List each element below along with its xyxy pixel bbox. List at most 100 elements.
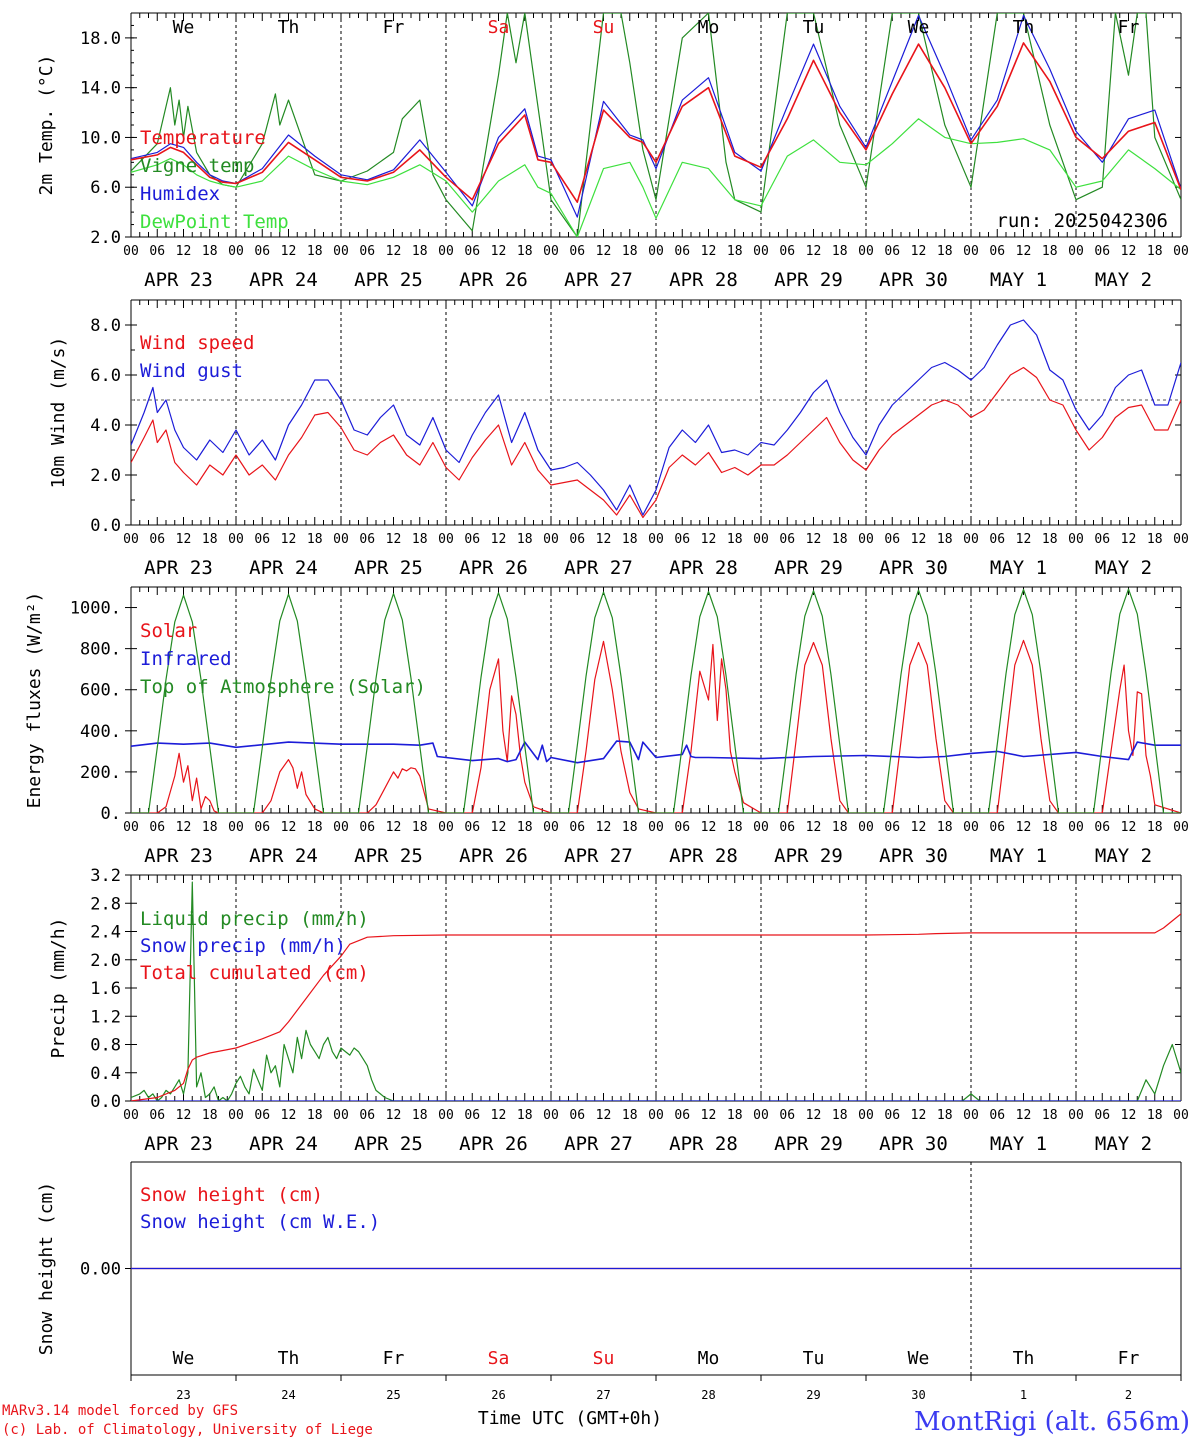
- series-line-solar: [131, 639, 1181, 813]
- hour-label: 06: [884, 244, 900, 259]
- precip-ytick-label: 2.0: [90, 951, 121, 971]
- hour-label: 18: [1042, 820, 1058, 835]
- hour-label: 00: [123, 820, 139, 835]
- hour-label: 00: [123, 244, 139, 259]
- hour-label: 12: [596, 1108, 612, 1123]
- legend-liquid-precip-mm-h-: Liquid precip (mm/h): [140, 908, 369, 930]
- date-label: APR 29: [774, 269, 843, 291]
- hour-label: 00: [648, 820, 664, 835]
- wind-series: [131, 319, 1181, 519]
- hour-label: 18: [1042, 244, 1058, 259]
- hour-label: 18: [727, 532, 743, 547]
- hour-label: 12: [911, 244, 927, 259]
- wind-ylabel: 10m Wind (m/s): [48, 337, 69, 489]
- temperature-ytick-label: 14.0: [80, 79, 121, 99]
- hour-label: 12: [491, 1108, 507, 1123]
- date-label: MAY 1: [990, 557, 1047, 579]
- day-number-label: 27: [596, 1388, 610, 1402]
- legend-infrared: Infrared: [140, 648, 232, 670]
- day-number-label: 24: [281, 1388, 295, 1402]
- hour-label: 00: [438, 532, 454, 547]
- hour-label: 18: [832, 532, 848, 547]
- hour-label: 00: [228, 820, 244, 835]
- weekday-label: Su: [593, 17, 615, 38]
- hour-label: 00: [1068, 244, 1084, 259]
- day-number-label: 26: [491, 1388, 505, 1402]
- hour-label: 00: [333, 244, 349, 259]
- hour-label: 18: [1147, 532, 1163, 547]
- hour-label: 12: [701, 1108, 717, 1123]
- hour-label: 06: [884, 820, 900, 835]
- hour-label: 00: [963, 532, 979, 547]
- hour-label: 06: [254, 820, 270, 835]
- hour-label: 06: [779, 532, 795, 547]
- hour-label: 12: [176, 820, 192, 835]
- hour-label: 12: [596, 820, 612, 835]
- date-label: MAY 1: [990, 269, 1047, 291]
- hour-label: 06: [149, 820, 165, 835]
- legend-snow-height-cm-w-e-: Snow height (cm W.E.): [140, 1211, 380, 1233]
- hour-label: 00: [753, 820, 769, 835]
- hour-label: 18: [307, 532, 323, 547]
- series-line-wind-gust: [131, 319, 1181, 516]
- snow-weekday-label: We: [908, 1348, 930, 1369]
- hour-label: 18: [622, 532, 638, 547]
- hour-label: 18: [622, 244, 638, 259]
- snow-weekday-label: We: [173, 1348, 195, 1369]
- wind-ytick-label: 4.0: [90, 416, 121, 436]
- hour-label: 18: [937, 244, 953, 259]
- energy-ytick-label: 0.: [101, 804, 121, 824]
- hour-label: 00: [228, 1108, 244, 1123]
- date-label: APR 27: [564, 269, 633, 291]
- hour-label: 06: [359, 820, 375, 835]
- hour-label: 00: [228, 532, 244, 547]
- precip-ytick-label: 2.8: [90, 894, 121, 914]
- temperature-ytick-label: 2.0: [90, 228, 121, 248]
- date-label: APR 26: [459, 269, 528, 291]
- temperature-ytick-label: 6.0: [90, 178, 121, 198]
- hour-label: 18: [412, 1108, 428, 1123]
- weekday-label: Sa: [488, 17, 510, 38]
- date-label: MAY 1: [990, 1133, 1047, 1155]
- hour-label: 06: [464, 532, 480, 547]
- hour-label: 18: [832, 244, 848, 259]
- hour-label: 06: [359, 532, 375, 547]
- precip-ytick-label: 0.8: [90, 1036, 121, 1056]
- hour-label: 00: [1068, 820, 1084, 835]
- date-label: APR 28: [669, 1133, 738, 1155]
- snow-weekday-label: Su: [593, 1348, 615, 1369]
- date-label: APR 27: [564, 845, 633, 867]
- date-label: APR 23: [144, 269, 213, 291]
- day-number-label: 1: [1020, 1388, 1027, 1402]
- day-number-label: 30: [911, 1388, 925, 1402]
- time-axis-label: Time UTC (GMT+0h): [478, 1408, 662, 1429]
- hour-label: 12: [386, 1108, 402, 1123]
- weekday-label: Tu: [803, 17, 825, 38]
- hour-label: 06: [989, 820, 1005, 835]
- hour-label: 18: [307, 1108, 323, 1123]
- wind-ytick-label: 2.0: [90, 466, 121, 486]
- snow-weekday-label: Th: [1013, 1348, 1035, 1369]
- hour-label: 00: [648, 1108, 664, 1123]
- date-label: APR 23: [144, 1133, 213, 1155]
- hour-label: 00: [543, 1108, 559, 1123]
- hour-label: 18: [307, 820, 323, 835]
- hour-label: 12: [701, 820, 717, 835]
- wind-panel: 0.0 2.0 4.0 6.0 8.0 10m Wind (m/s) Wind speed W…: [48, 299, 1189, 579]
- hour-label: 06: [779, 820, 795, 835]
- date-label: APR 25: [354, 1133, 423, 1155]
- date-label: APR 24: [249, 557, 318, 579]
- date-label: APR 29: [774, 557, 843, 579]
- hour-label: 18: [832, 820, 848, 835]
- snow-panel: 0.00 Snow height (cm) Snow height (cm) Snow…: [36, 1161, 1182, 1402]
- day-number-label: 23: [176, 1388, 190, 1402]
- hour-label: 06: [674, 1108, 690, 1123]
- snow-weekday-label: Tu: [803, 1348, 825, 1369]
- date-label: APR 26: [459, 845, 528, 867]
- hour-label: 18: [727, 820, 743, 835]
- hour-label: 06: [674, 820, 690, 835]
- hour-label: 06: [989, 1108, 1005, 1123]
- series-line-temperature: [131, 42, 1181, 203]
- hour-label: 12: [1016, 532, 1032, 547]
- series-line-vigne-temp: [131, 13, 1181, 237]
